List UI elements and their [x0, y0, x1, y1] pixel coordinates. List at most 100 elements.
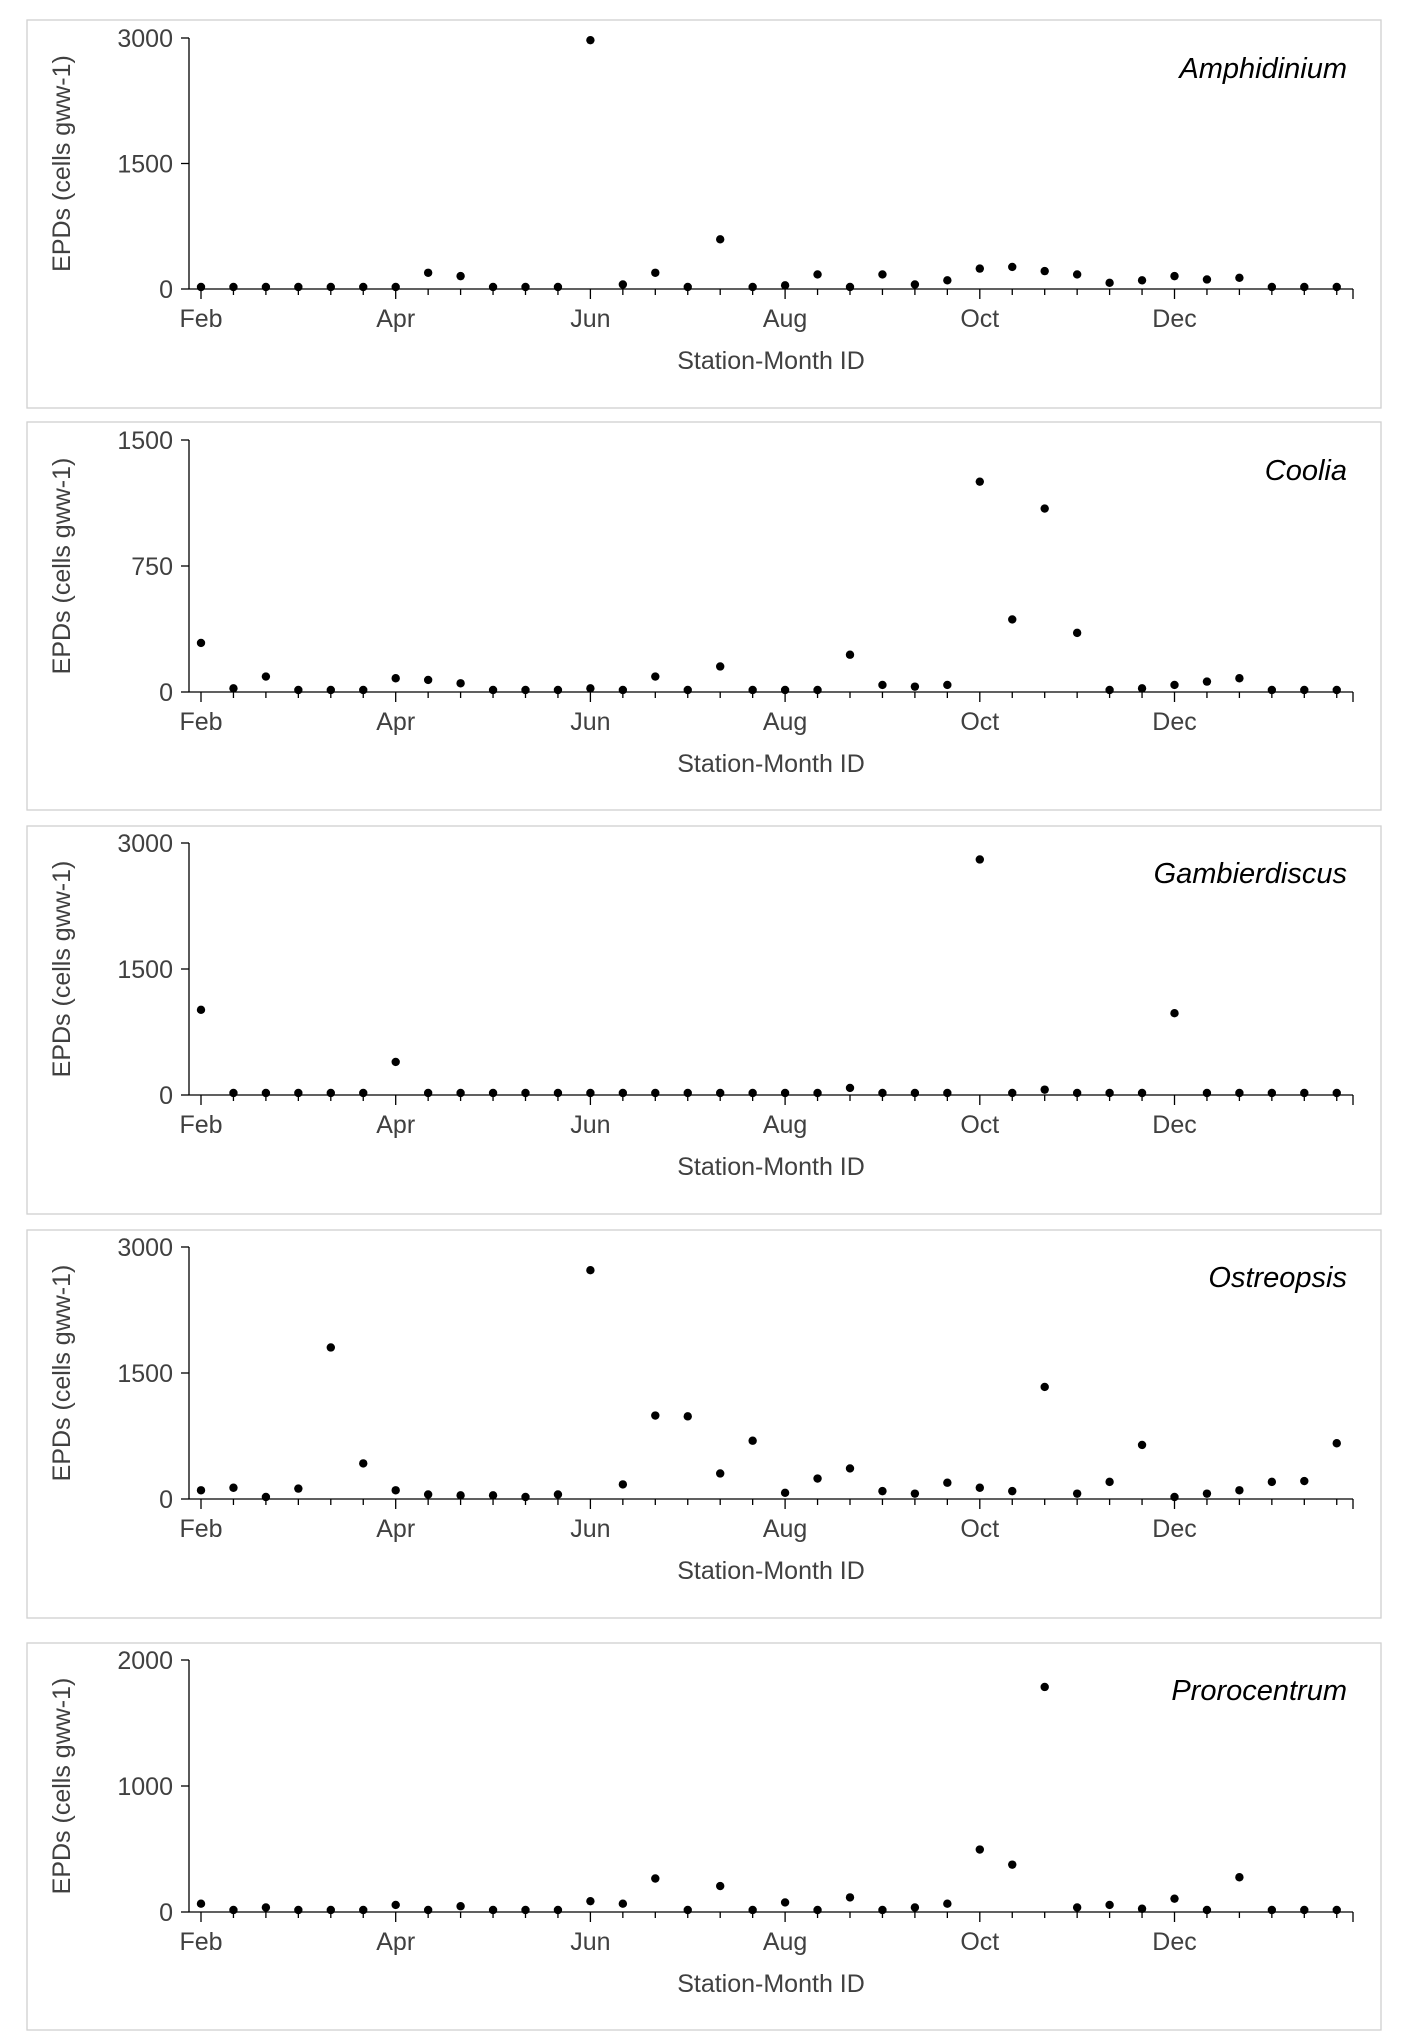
- data-point: [845, 282, 855, 292]
- data-point: [813, 1088, 822, 1098]
- data-point: [780, 685, 790, 695]
- data-point: [1235, 674, 1244, 683]
- data-point: [780, 281, 790, 290]
- panel-frame: [26, 421, 1382, 811]
- data-point: [1267, 1088, 1277, 1098]
- data-point: [456, 1491, 465, 1500]
- x-tick-label: Apr: [376, 1928, 415, 1956]
- data-point: [1137, 1440, 1147, 1450]
- data-point: [326, 685, 335, 695]
- x-tick-label: Oct: [960, 1928, 999, 1956]
- data-point: [1332, 1905, 1341, 1915]
- data-point: [975, 477, 984, 486]
- panel-frame: [26, 825, 1382, 1215]
- data-point: [1235, 273, 1244, 282]
- data-point: [423, 1490, 433, 1499]
- data-point: [878, 1486, 887, 1496]
- data-point: [845, 1893, 855, 1902]
- data-point: [196, 638, 206, 648]
- panel-1: 0 1500 3000 Feb Apr Jun Aug Oct Dec Station-Month…: [26, 19, 1382, 409]
- data-point: [391, 1900, 400, 1910]
- x-tick-label: Feb: [179, 305, 222, 333]
- x-tick-label: Aug: [763, 305, 807, 333]
- data-point: [943, 276, 952, 285]
- data-point: [1300, 282, 1309, 292]
- data-point: [391, 674, 400, 683]
- data-point: [1300, 1476, 1309, 1486]
- data-point: [1202, 1088, 1212, 1098]
- x-tick-label: Jun: [570, 305, 610, 333]
- data-point: [716, 662, 725, 671]
- data-point: [553, 685, 563, 695]
- x-tick-label: Feb: [179, 1928, 222, 1956]
- data-point: [1040, 1382, 1049, 1392]
- data-point: [521, 282, 530, 292]
- data-point: [261, 672, 271, 681]
- data-point: [488, 282, 498, 292]
- data-point: [326, 282, 335, 292]
- y-tick-label: 0: [159, 1899, 173, 1927]
- data-point: [1170, 1009, 1179, 1018]
- data-point: [294, 1088, 303, 1098]
- x-tick-label: Oct: [960, 1111, 999, 1139]
- x-tick-label: Aug: [763, 1111, 807, 1139]
- y-tick-label: 3000: [117, 25, 173, 53]
- data-point: [586, 35, 595, 45]
- data-point: [1105, 278, 1114, 288]
- data-point: [1202, 677, 1212, 686]
- data-point: [1300, 1905, 1309, 1915]
- data-point: [229, 684, 238, 693]
- data-point: [1008, 1088, 1017, 1098]
- data-point: [1170, 680, 1179, 690]
- data-point: [359, 1088, 368, 1098]
- data-point: [878, 270, 887, 279]
- data-point: [683, 1412, 692, 1421]
- data-point: [488, 1905, 498, 1915]
- data-point: [943, 1088, 952, 1098]
- data-point: [1235, 1088, 1244, 1098]
- data-point: [229, 1483, 238, 1492]
- species-title: Gambierdiscus: [1154, 858, 1347, 890]
- data-point: [716, 1469, 725, 1478]
- data-point: [1267, 282, 1277, 292]
- data-point: [521, 1492, 530, 1502]
- y-tick-label: 1500: [117, 427, 173, 455]
- data-point: [1008, 262, 1017, 272]
- data-point: [586, 684, 595, 693]
- y-tick-label: 1500: [117, 1360, 173, 1388]
- data-point: [553, 1905, 563, 1915]
- data-point: [1040, 266, 1049, 276]
- x-axis-title: Station-Month ID: [677, 1970, 865, 1998]
- x-tick-label: Oct: [960, 708, 999, 736]
- data-point: [1300, 1088, 1309, 1098]
- data-point: [716, 235, 725, 244]
- data-point: [1170, 1894, 1179, 1903]
- data-point: [683, 282, 692, 292]
- data-point: [1235, 1873, 1244, 1882]
- data-point: [586, 1266, 595, 1275]
- data-point: [1170, 1492, 1179, 1502]
- data-point: [975, 264, 984, 273]
- data-point: [1267, 1905, 1277, 1915]
- panel-2: 0 750 1500 Feb Apr Jun Aug Oct Dec Station-Month …: [26, 421, 1382, 811]
- data-point: [748, 685, 757, 695]
- data-point: [748, 1436, 757, 1445]
- panel-frame: [26, 1229, 1382, 1619]
- data-point: [229, 1088, 238, 1098]
- species-title: Coolia: [1265, 455, 1347, 487]
- species-title: Amphidinium: [1177, 53, 1347, 85]
- data-point: [196, 1486, 206, 1495]
- x-tick-label: Apr: [376, 1515, 415, 1543]
- data-point: [456, 271, 465, 281]
- data-point: [1105, 1900, 1114, 1910]
- data-point: [1267, 1477, 1277, 1487]
- y-tick-label: 0: [159, 679, 173, 707]
- x-tick-label: Oct: [960, 1515, 999, 1543]
- data-point: [780, 1088, 790, 1098]
- data-point: [618, 1088, 628, 1098]
- data-point: [618, 280, 628, 289]
- data-point: [910, 1489, 920, 1498]
- data-point: [878, 1088, 887, 1098]
- x-tick-label: Feb: [179, 1515, 222, 1543]
